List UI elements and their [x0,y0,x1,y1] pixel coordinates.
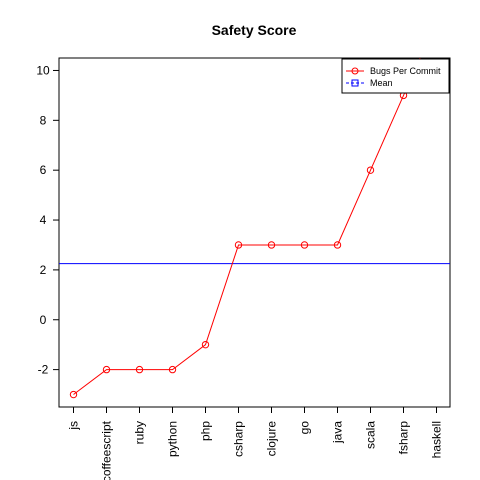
legend-marker-mean [351,79,359,87]
data-point-scala [366,166,375,174]
x-tick-label: scala [364,421,378,449]
data-point-clojure [267,241,276,249]
data-point-csharp [234,241,243,249]
x-tick-label: haskell [430,421,444,458]
legend-label-mean: Mean [370,78,393,88]
series-line [73,58,421,395]
y-tick-label: 6 [40,163,47,177]
data-point-coffeescript [102,365,111,374]
data-point-go [300,241,309,249]
x-tick-label: clojure [265,421,279,457]
y-tick-label: 0 [40,313,47,327]
y-tick-label: 2 [40,263,47,277]
y-tick-label: 10 [36,63,50,77]
plot-content [59,17,450,399]
data-point-java [333,241,342,249]
x-tick-label: js [67,421,81,431]
data-point-js [69,390,78,399]
plot-area [58,57,451,408]
x-tick-label: java [331,421,345,444]
x-tick-label: coffeescript [100,420,114,480]
legend: Bugs Per Commit Mean [341,58,450,94]
chart-title: Safety Score [212,22,297,38]
data-point-python [168,365,177,374]
data-point-ruby [135,365,144,374]
x-tick-label: go [298,421,312,435]
y-tick-label: -2 [38,363,49,377]
x-tick-label: ruby [133,421,147,444]
data-point-php [201,340,210,349]
x-tick-label: fsharp [397,421,411,455]
x-axis: js coffeescript ruby python php csharp clojure… [67,407,444,480]
x-tick-label: python [166,421,180,457]
data-point-haskell [433,17,439,23]
x-tick-label: php [199,421,213,441]
legend-box [341,58,450,94]
y-axis: -2 0 2 4 6 8 10 [36,63,59,377]
y-tick-label: 8 [40,113,47,127]
legend-marker-bugs [351,67,359,75]
x-tick-label: csharp [232,421,246,457]
y-tick-label: 4 [40,213,47,227]
legend-label-bugs: Bugs Per Commit [370,66,441,76]
